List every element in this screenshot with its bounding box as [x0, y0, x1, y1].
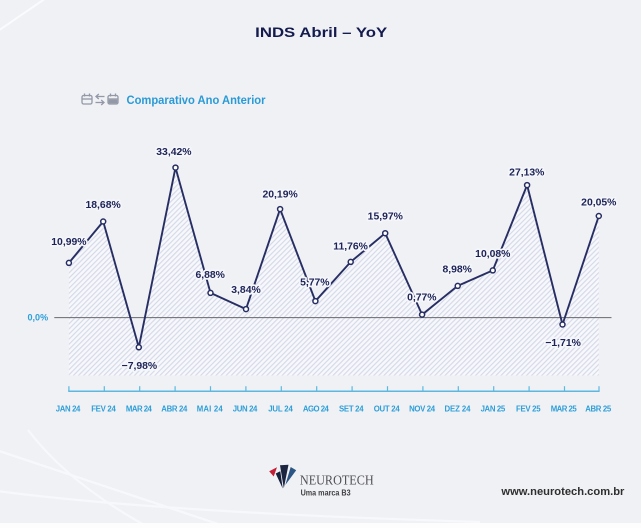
- svg-text:MAR 25: MAR 25: [551, 404, 578, 413]
- svg-text:20,05%: 20,05%: [581, 198, 616, 209]
- svg-text:www.neurotech.com.br: www.neurotech.com.br: [500, 486, 625, 498]
- svg-text:33,42%: 33,42%: [156, 147, 191, 158]
- svg-text:Uma marca B3: Uma marca B3: [301, 488, 352, 497]
- svg-text:INDS Abril – YoY: INDS Abril – YoY: [255, 25, 388, 41]
- svg-text:FEV 25: FEV 25: [516, 404, 541, 413]
- svg-text:JUL 24: JUL 24: [268, 404, 293, 413]
- svg-text:6,88%: 6,88%: [195, 270, 224, 281]
- svg-text:8,98%: 8,98%: [442, 265, 471, 276]
- svg-text:ABR 25: ABR 25: [585, 404, 612, 413]
- svg-text:JAN 24: JAN 24: [56, 404, 81, 413]
- svg-text:10,08%: 10,08%: [475, 249, 510, 260]
- svg-text:JAN 25: JAN 25: [481, 404, 506, 413]
- svg-text:10,99%: 10,99%: [51, 237, 86, 248]
- svg-text:−7,98%: −7,98%: [122, 361, 158, 372]
- svg-text:18,68%: 18,68%: [85, 200, 120, 211]
- svg-text:0,77%: 0,77%: [407, 292, 436, 303]
- svg-text:Comparativo Ano Anterior: Comparativo Ano Anterior: [127, 93, 266, 107]
- svg-text:NEUROTECH: NEUROTECH: [300, 474, 374, 489]
- svg-text:AGO 24: AGO 24: [303, 404, 330, 413]
- svg-text:15,97%: 15,97%: [368, 211, 403, 222]
- svg-text:3,84%: 3,84%: [231, 285, 260, 296]
- svg-text:−1,71%: −1,71%: [545, 338, 581, 349]
- svg-text:MAI 24: MAI 24: [197, 404, 224, 413]
- svg-text:FEV 24: FEV 24: [91, 404, 116, 413]
- svg-text:NOV 24: NOV 24: [409, 404, 436, 413]
- svg-text:JUN 24: JUN 24: [233, 404, 258, 413]
- svg-text:OUT 24: OUT 24: [374, 404, 401, 413]
- svg-text:SET 24: SET 24: [339, 404, 364, 413]
- svg-text:0,0%: 0,0%: [28, 313, 49, 323]
- svg-text:ABR 24: ABR 24: [161, 404, 188, 413]
- svg-text:5,77%: 5,77%: [300, 278, 329, 289]
- svg-text:20,19%: 20,19%: [262, 189, 297, 200]
- svg-text:27,13%: 27,13%: [509, 167, 544, 178]
- svg-text:11,76%: 11,76%: [333, 241, 368, 252]
- svg-text:MAR 24: MAR 24: [126, 404, 153, 413]
- svg-text:DEZ 24: DEZ 24: [445, 404, 472, 413]
